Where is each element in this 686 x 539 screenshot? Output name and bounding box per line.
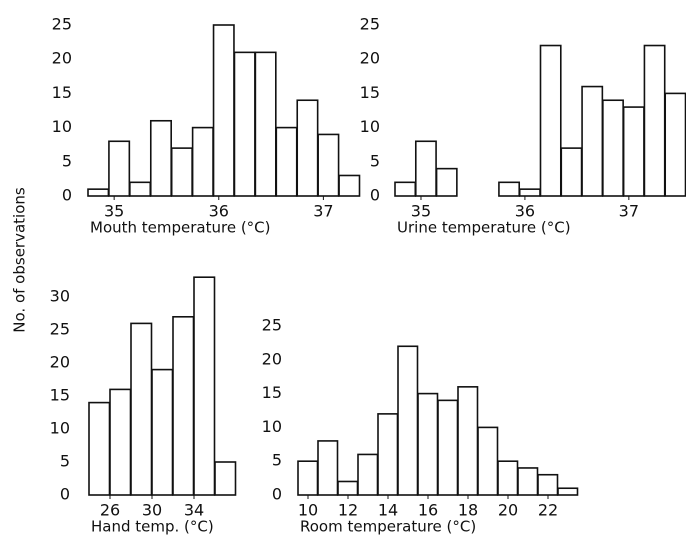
- y-tick-label: 30: [50, 287, 70, 306]
- bar: [602, 99, 624, 197]
- bar: [537, 473, 559, 496]
- x-tick-label: 18: [458, 501, 478, 520]
- bar: [498, 181, 521, 197]
- y-tick-label: 0: [370, 186, 380, 205]
- x-tick-label: 35: [104, 202, 124, 221]
- y-axis-title: No. of observations: [11, 187, 29, 333]
- bar: [88, 401, 111, 496]
- bar: [417, 392, 439, 496]
- x-tick-label: 37: [619, 202, 639, 221]
- y-tick-label: 0: [62, 186, 72, 205]
- bar: [170, 147, 193, 197]
- y-tick-label: 0: [272, 485, 282, 504]
- bar: [149, 119, 172, 197]
- x-axis-title: Hand temp. (°C): [91, 518, 214, 536]
- y-tick-label: 10: [262, 417, 282, 436]
- bar: [643, 44, 666, 197]
- y-tick-label: 25: [52, 15, 72, 34]
- bar: [317, 133, 340, 197]
- bar: [317, 440, 339, 496]
- bar: [254, 51, 277, 197]
- bar: [357, 453, 379, 496]
- bar: [109, 388, 132, 496]
- bar: [377, 413, 399, 496]
- y-tick-label: 10: [52, 117, 72, 136]
- bar: [437, 399, 459, 496]
- y-tick-label: 5: [62, 151, 72, 170]
- bar: [338, 174, 361, 197]
- bar: [560, 147, 583, 197]
- bar: [214, 461, 237, 496]
- bar: [557, 487, 579, 496]
- y-tick-label: 15: [52, 83, 72, 102]
- y-tick-label: 20: [50, 353, 70, 372]
- x-tick-label: 12: [338, 501, 358, 520]
- bar: [337, 480, 359, 496]
- bar: [108, 140, 131, 197]
- x-axis-title: Urine temperature (°C): [397, 219, 571, 237]
- y-tick-label: 5: [60, 452, 70, 471]
- x-tick-label: 16: [418, 501, 438, 520]
- bar: [172, 315, 195, 496]
- bar: [151, 368, 174, 496]
- bar: [457, 386, 479, 496]
- bar: [297, 460, 319, 496]
- y-tick-label: 15: [360, 83, 380, 102]
- bar: [622, 106, 645, 197]
- x-tick-label: 20: [498, 501, 518, 520]
- x-tick-label: 14: [378, 501, 398, 520]
- bar: [129, 181, 152, 197]
- x-tick-label: 26: [100, 501, 120, 520]
- bar: [233, 51, 256, 197]
- x-tick-label: 37: [313, 202, 333, 221]
- x-tick-label: 35: [411, 202, 431, 221]
- x-axis-title: Room temperature (°C): [300, 518, 476, 536]
- bar: [664, 92, 686, 197]
- y-tick-label: 10: [50, 419, 70, 438]
- y-tick-label: 25: [262, 316, 282, 335]
- bar: [414, 140, 437, 197]
- bar: [435, 167, 458, 197]
- bar: [275, 126, 298, 197]
- y-tick-label: 20: [360, 49, 380, 68]
- bar: [539, 44, 562, 197]
- x-tick-label: 36: [209, 202, 229, 221]
- x-tick-label: 36: [515, 202, 535, 221]
- bar: [517, 467, 539, 496]
- y-tick-label: 20: [262, 349, 282, 368]
- y-tick-label: 5: [370, 151, 380, 170]
- bar: [581, 85, 604, 197]
- bar: [497, 460, 519, 496]
- x-tick-label: 22: [538, 501, 558, 520]
- y-tick-label: 25: [360, 15, 380, 34]
- x-axis-title: Mouth temperature (°C): [90, 219, 271, 237]
- y-tick-label: 10: [360, 117, 380, 136]
- bar: [397, 345, 419, 496]
- y-tick-label: 15: [50, 386, 70, 405]
- bar: [212, 24, 235, 197]
- y-tick-label: 0: [60, 485, 70, 504]
- y-tick-label: 25: [50, 320, 70, 339]
- bar: [296, 99, 319, 197]
- y-tick-label: 20: [52, 49, 72, 68]
- bar: [518, 188, 541, 197]
- bar: [130, 322, 153, 496]
- bar: [191, 126, 214, 197]
- bar: [477, 426, 499, 496]
- y-tick-label: 5: [272, 451, 282, 470]
- y-tick-label: 15: [262, 383, 282, 402]
- x-tick-label: 30: [142, 501, 162, 520]
- bar: [394, 181, 417, 197]
- x-tick-label: 34: [184, 501, 204, 520]
- bar: [87, 188, 110, 197]
- x-tick-label: 10: [298, 501, 318, 520]
- bar: [193, 276, 216, 496]
